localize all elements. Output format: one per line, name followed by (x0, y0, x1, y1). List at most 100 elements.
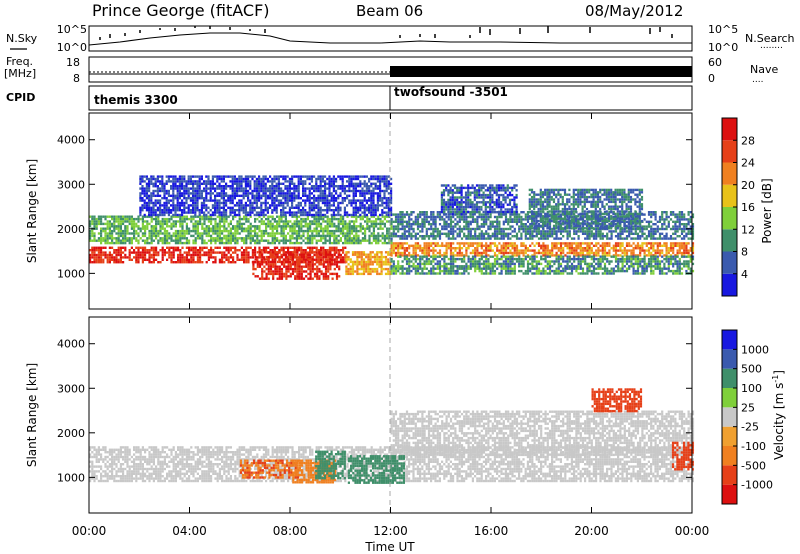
power-cell (546, 244, 549, 247)
power-cell (104, 229, 107, 233)
power-cell (621, 262, 624, 266)
power-cell (526, 262, 530, 266)
power-cell (456, 232, 459, 235)
power-cell (214, 227, 217, 230)
power-cell (126, 217, 129, 221)
power-cell (300, 229, 303, 233)
power-cell (327, 253, 330, 256)
power-cell (240, 217, 243, 221)
power-cell (216, 227, 219, 230)
power-cell (375, 237, 378, 240)
power-cell (562, 235, 565, 238)
power-cell (174, 215, 177, 218)
power-cell (390, 225, 393, 228)
power-cell (372, 232, 375, 235)
power-cell (282, 249, 285, 252)
power-cell (254, 241, 257, 245)
power-cell (672, 213, 675, 216)
power-cell (369, 267, 372, 271)
power-cell (454, 260, 457, 263)
power-cell (630, 244, 633, 247)
power-cell (634, 244, 637, 247)
power-cell (535, 235, 538, 238)
power-cell (392, 262, 395, 266)
power-cell (636, 225, 640, 228)
power-cell (665, 260, 668, 263)
power-cell (300, 234, 303, 238)
power-cell (617, 232, 620, 235)
power-cell (509, 237, 512, 240)
power-cell (163, 253, 166, 257)
power-cell (419, 262, 422, 266)
power-cell (456, 227, 459, 231)
power-cell (368, 239, 371, 242)
power-cell (324, 239, 327, 242)
power-cell (124, 249, 127, 252)
power-cell (194, 232, 197, 235)
power-cell (378, 258, 381, 261)
power-cell (240, 258, 243, 261)
power-cell (150, 261, 153, 264)
power-cell (148, 222, 151, 226)
power-cell (227, 225, 230, 228)
power-cell (155, 225, 158, 228)
power-cell (537, 244, 541, 247)
power-cell (223, 215, 226, 218)
power-cell (449, 201, 452, 204)
power-cell (267, 246, 270, 249)
power-cell (394, 254, 398, 257)
power-cell (551, 242, 554, 245)
power-cell (362, 270, 366, 273)
power-cell (285, 260, 288, 264)
power-cell (614, 223, 618, 226)
power-cell (289, 258, 292, 261)
power-cell (625, 244, 629, 247)
power-cell (520, 232, 523, 235)
power-cell (586, 267, 589, 270)
power-cell (355, 241, 358, 245)
power-cell (201, 239, 204, 242)
power-cell (170, 256, 173, 259)
power-cell (394, 215, 398, 219)
power-cell (584, 242, 587, 245)
power-cell (258, 265, 262, 268)
power-cell (485, 215, 488, 219)
power-cell (498, 227, 501, 231)
power-cell (522, 242, 525, 245)
power-cell (108, 258, 111, 261)
power-cell (269, 222, 272, 226)
power-cell (91, 261, 94, 264)
power-cell (416, 232, 420, 235)
power-cell (316, 277, 319, 280)
power-cell (254, 251, 257, 254)
power-cell (687, 251, 690, 255)
power-cell (348, 239, 351, 242)
power-cell (221, 232, 224, 235)
power-cell (467, 201, 470, 204)
power-cell (124, 246, 127, 249)
power-cell (601, 254, 604, 257)
power-cell (282, 229, 285, 233)
power-cell (212, 227, 215, 230)
power-cell (392, 225, 395, 228)
power-cell (548, 254, 552, 257)
power-cell (621, 220, 624, 223)
power-cell (634, 257, 637, 261)
power-cell (320, 237, 323, 240)
power-cell (384, 251, 388, 254)
power-cell (376, 267, 379, 271)
power-cell (419, 272, 422, 275)
power-cell (337, 220, 340, 223)
power-cell (218, 258, 221, 261)
power-cell (597, 257, 600, 261)
power-cell (520, 223, 523, 226)
power-cell (261, 267, 264, 271)
power-cell (397, 269, 400, 273)
power-cell (421, 255, 424, 258)
power-cell (436, 260, 439, 263)
power-cell (579, 242, 582, 245)
power-cell (454, 211, 457, 214)
power-cell (652, 223, 655, 226)
power-cell (276, 246, 279, 249)
power-cell (141, 215, 144, 218)
